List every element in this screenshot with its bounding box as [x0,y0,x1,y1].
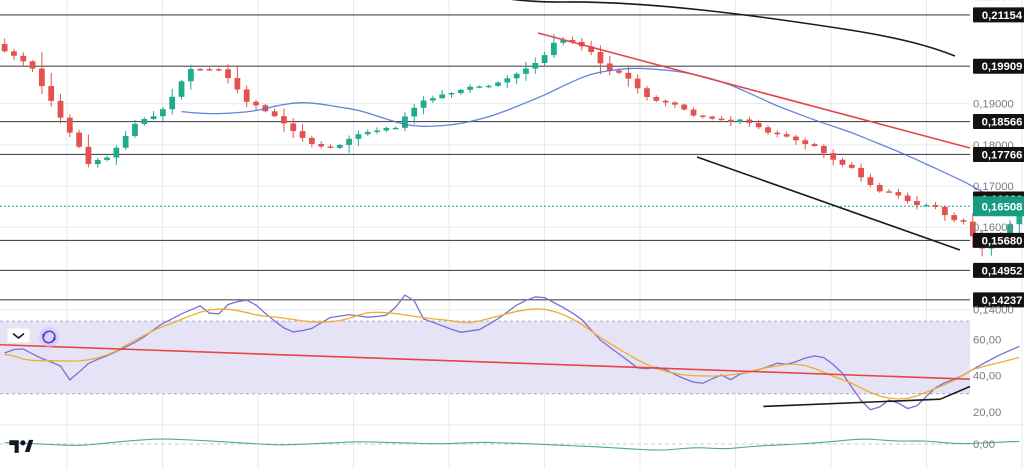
svg-text:0,00: 0,00 [973,439,995,451]
svg-text:0,15680: 0,15680 [982,235,1023,247]
svg-text:0,18566: 0,18566 [982,117,1023,129]
svg-text:0,14000: 0,14000 [973,305,1014,317]
svg-text:0,14952: 0,14952 [982,265,1023,277]
svg-text:0,19909: 0,19909 [982,61,1023,73]
svg-text:0,21600: 0,21600 [973,0,1014,4]
svg-text:0,17766: 0,17766 [982,149,1023,161]
svg-text:40,00: 40,00 [973,371,1001,383]
svg-text:0,21154: 0,21154 [982,10,1023,22]
svg-text:20,00: 20,00 [973,407,1001,419]
svg-text:0,19000: 0,19000 [973,99,1014,111]
svg-text:0,17000: 0,17000 [973,181,1014,193]
svg-text:0,16000: 0,16000 [973,222,1014,234]
svg-text:0,16508: 0,16508 [982,201,1023,213]
svg-text:60,00: 60,00 [973,334,1001,346]
